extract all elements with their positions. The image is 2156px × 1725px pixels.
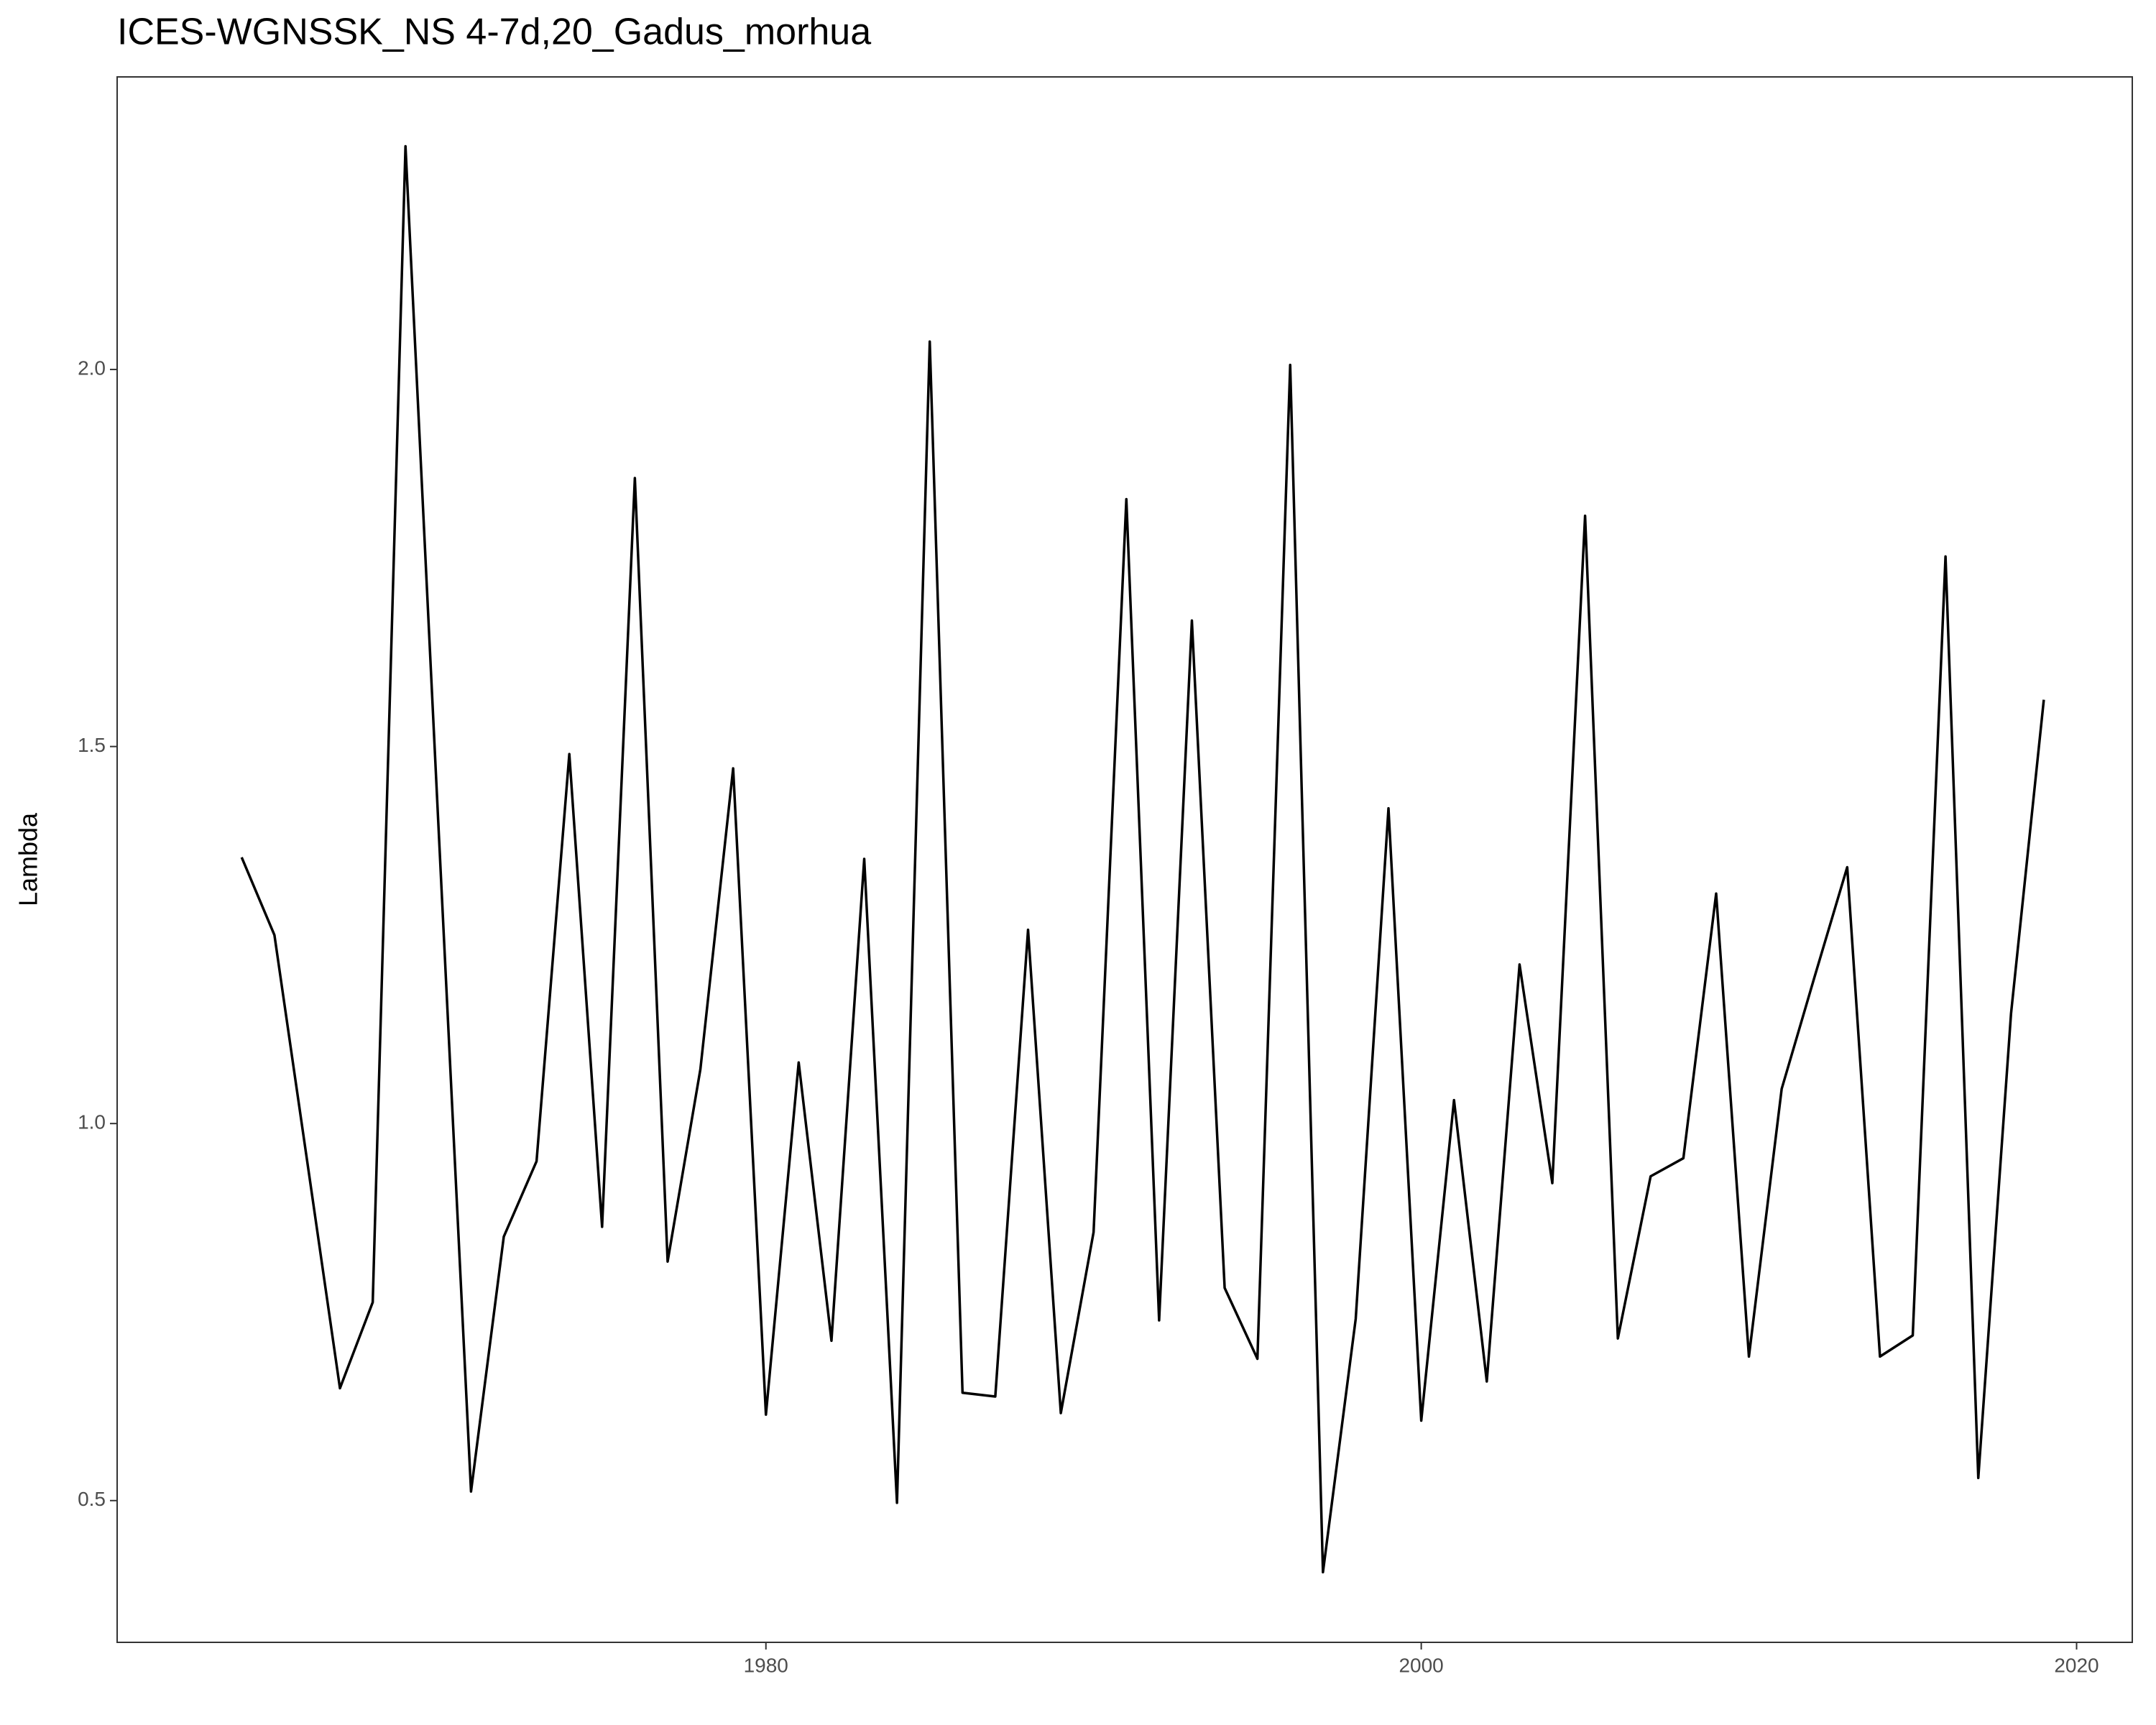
data-line — [240, 144, 2045, 1574]
chart-title: ICES-WGNSSK_NS 4-7d,20_Gadus_morhua — [117, 12, 871, 53]
plot-panel — [116, 76, 2133, 1643]
y-tick-label: 0.5 — [78, 1488, 106, 1510]
y-tick-label: 1.0 — [78, 1111, 106, 1133]
x-tick-label: 2000 — [1399, 1654, 1443, 1676]
y-tick-label: 1.5 — [78, 734, 106, 756]
x-tick-label: 2020 — [2054, 1654, 2099, 1676]
y-tick-label: 2.0 — [78, 356, 106, 379]
x-tick-label: 1980 — [744, 1654, 788, 1676]
y-axis-label: Lambda — [14, 812, 43, 906]
